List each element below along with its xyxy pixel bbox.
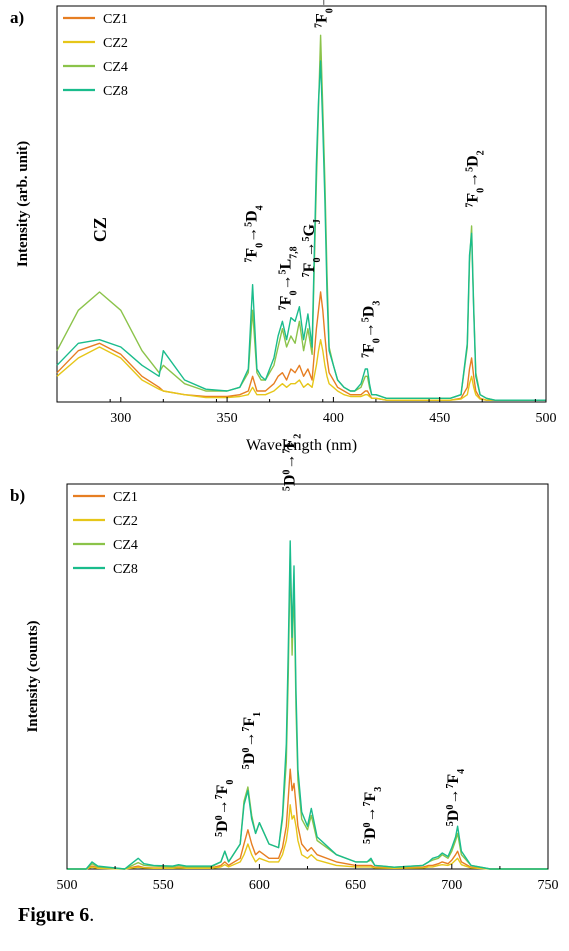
- annotation-transition: 7F0→5D3: [360, 301, 382, 358]
- series-line-cz8: [56, 60, 546, 401]
- figure-caption-text: Figure 6: [18, 904, 90, 926]
- legend-label-cz2: CZ2: [103, 36, 128, 51]
- legend-label-cz4: CZ4: [113, 538, 138, 553]
- plot-frame: [66, 483, 549, 870]
- x-tick-label: 400: [323, 411, 344, 426]
- annotation-transition: 5D0→7F3: [362, 787, 384, 844]
- plot-frame: [56, 5, 547, 403]
- x-tick-label: 500: [536, 411, 557, 426]
- legend-label-cz1: CZ1: [113, 490, 138, 505]
- y-axis-label: Intensity (counts): [25, 620, 41, 732]
- annotation-label: CZ: [90, 217, 110, 242]
- legend-label-cz8: CZ8: [103, 84, 128, 99]
- x-tick-label: 700: [441, 878, 462, 893]
- x-axis-label: Wavelength (nm): [246, 437, 357, 454]
- x-tick-label: 600: [249, 878, 270, 893]
- x-tick-label: 450: [429, 411, 450, 426]
- annotation-transition: 7F0→5L7,8: [277, 246, 299, 310]
- legend-label-cz1: CZ1: [103, 12, 128, 27]
- annotation-transition: 5D0→7F1: [240, 712, 262, 769]
- annotation-transition: 5D0→7F0: [213, 780, 235, 837]
- legend-label-cz4: CZ4: [103, 60, 128, 75]
- legend-label-cz2: CZ2: [113, 514, 138, 529]
- series-line-cz4: [56, 34, 546, 401]
- panel-label: a): [10, 8, 24, 27]
- chart-panel-1: 300 350 400 450 500 Wavelength (nm) Intensity …: [10, 0, 557, 454]
- chart-panel-2: 500 550 600 650 700 750 Wavelength (nm) Intensi…: [10, 434, 559, 893]
- series-line-cz4: [67, 554, 548, 870]
- annotation-transition: 7F0→5L6: [313, 0, 335, 28]
- y-axis-label: Intensity (arb. unit): [15, 141, 31, 267]
- x-tick-label: 500: [57, 878, 78, 893]
- annotation-transition: 7F0→5GJ: [300, 219, 322, 277]
- series-line-cz1: [67, 768, 548, 870]
- x-tick-label: 300: [110, 411, 131, 426]
- panel-label: b): [10, 486, 25, 505]
- series-line-cz1: [56, 291, 546, 401]
- series-line-cz2: [56, 339, 546, 401]
- series-line-cz2: [67, 804, 548, 870]
- x-tick-label: 750: [538, 878, 559, 893]
- series-line-cz8: [67, 540, 548, 870]
- figure-caption-suffix: .: [89, 904, 95, 926]
- annotation-transition: 5D0→7F2: [281, 434, 303, 491]
- x-tick-label: 650: [345, 878, 366, 893]
- annotation-transition: 5D0→7F4: [444, 769, 466, 826]
- x-tick-label: 550: [153, 878, 174, 893]
- annotation-transition: 7F0→5D4: [243, 205, 265, 262]
- figure: 300 350 400 450 500 Wavelength (nm) Intensity …: [10, 0, 559, 893]
- x-tick-label: 350: [217, 411, 238, 426]
- legend-label-cz8: CZ8: [113, 562, 138, 577]
- annotation-transition: 7F0→5D2: [464, 150, 486, 207]
- figure-caption: Figure 6.: [18, 904, 94, 927]
